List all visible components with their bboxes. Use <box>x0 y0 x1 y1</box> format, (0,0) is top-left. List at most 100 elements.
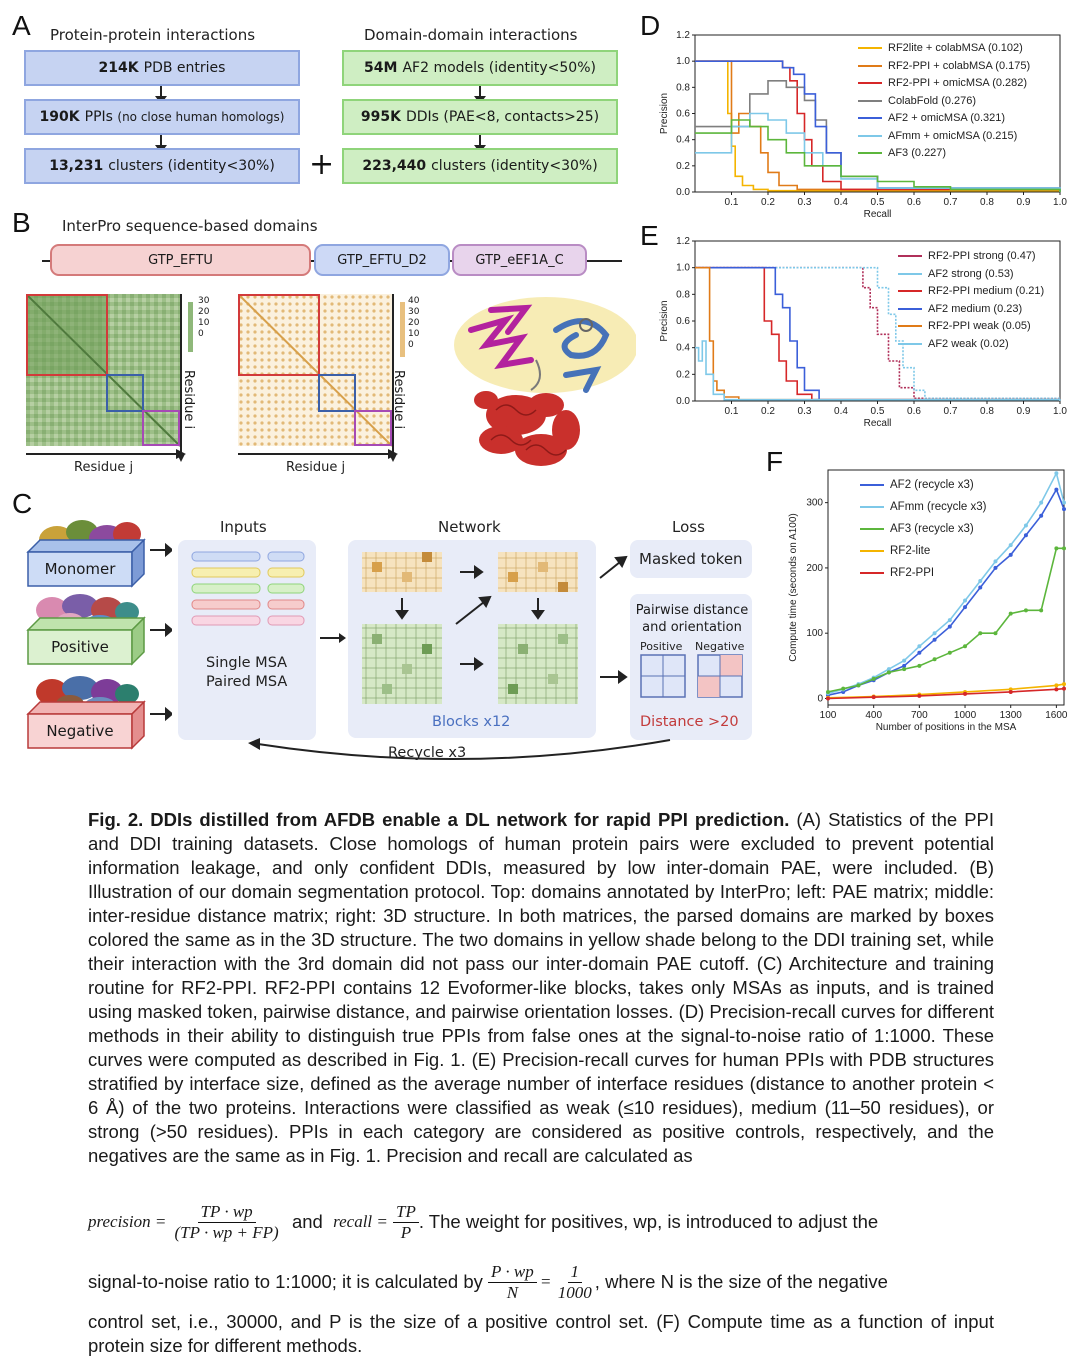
plot-frame <box>827 469 1065 706</box>
protein-sets-illustration <box>26 520 172 750</box>
legend-e: RF2-PPI strong (0.47) AF2 strong (0.53) … <box>898 248 1044 353</box>
x-tick-label: 400 <box>865 710 882 721</box>
domain-gtp-eef1a-c: GTP_eEF1A_C <box>452 244 587 276</box>
series-line <box>695 266 1061 401</box>
data-point <box>1008 552 1013 557</box>
x-tick-label: 0.1 <box>725 197 739 208</box>
x-tick-label: 0.7 <box>944 197 958 208</box>
pae-scale: 30 20 10 0 <box>198 296 210 339</box>
x-tick-label: 100 <box>820 710 837 721</box>
panel-a-letter: A <box>12 10 31 41</box>
data-point <box>917 693 922 698</box>
x-tick-label: 1.0 <box>1053 406 1067 417</box>
data-point <box>917 650 922 655</box>
arrow-a2 <box>155 135 167 153</box>
data-point <box>993 559 998 564</box>
y-tick-label: 1.0 <box>676 56 690 67</box>
data-point <box>1054 471 1059 476</box>
data-point <box>1062 682 1066 687</box>
data-point <box>917 663 922 668</box>
caption-p5: control set, i.e., 30000, and P is the s… <box>88 1311 994 1356</box>
pae-ylabel: Residue i <box>181 370 196 430</box>
y-tick-label: 1.2 <box>676 30 690 41</box>
data-point <box>1054 546 1059 551</box>
data-point <box>1008 543 1013 548</box>
ppi-box-1: 214K PDB entries <box>24 50 300 86</box>
x-tick-label: 0.4 <box>834 406 848 417</box>
msa-stripes <box>191 551 305 626</box>
x-tick-label: 0.9 <box>1017 197 1031 208</box>
ppi-box-2: 190K PPIs (no close human homologs) <box>24 99 300 135</box>
y-tick-label: 0.4 <box>676 343 690 354</box>
interpro-header: InterPro sequence-based domains <box>62 217 318 235</box>
x-tick-label: 0.5 <box>871 406 885 417</box>
data-point <box>1023 608 1028 613</box>
data-point <box>1023 533 1028 538</box>
data-point <box>1054 687 1059 692</box>
caption-p1: (A) Statistics of the PPI and DDI traini… <box>88 809 995 1166</box>
panel-d-letter: D <box>640 10 661 41</box>
data-point <box>932 631 937 636</box>
protein-structure-3d <box>454 297 636 466</box>
x-tick-label: 0.6 <box>907 197 921 208</box>
caption-p2: . The weight for positives, wp, is intro… <box>418 1211 879 1232</box>
y-tick-label: 0.2 <box>676 369 690 380</box>
domain-gtp-eftu: GTP_EFTU <box>50 244 311 276</box>
data-point <box>978 631 983 636</box>
x-tick-label: 0.1 <box>725 406 739 417</box>
y-tick-label: 0.2 <box>676 161 690 172</box>
caption-p3: signal-to-noise ratio to 1:1000; it is c… <box>88 1271 483 1292</box>
eq-recall-lhs: recall = <box>333 1212 388 1231</box>
x-axis-label: Recall <box>864 209 892 220</box>
eq-wp-frac: P · wp N <box>488 1262 537 1303</box>
data-point <box>1039 500 1044 505</box>
panel-f-letter: F <box>766 446 784 477</box>
data-point <box>963 691 968 696</box>
recycle-label: Recycle x3 <box>388 745 467 761</box>
y-tick-label: 0.0 <box>676 187 690 198</box>
data-point <box>947 618 952 623</box>
ddi-header: Domain-domain interactions <box>364 26 578 44</box>
x-tick-label: 1300 <box>1000 710 1023 721</box>
eq-precision-lhs: precision = <box>88 1212 167 1231</box>
data-point <box>947 624 952 629</box>
set-negative: Negative <box>46 722 114 740</box>
caption-title: Fig. 2. DDIs distilled from AFDB enable … <box>88 809 790 830</box>
data-point <box>826 696 830 701</box>
caption-p4: , where N is the size of the negative <box>594 1271 888 1292</box>
chart-f: 100 400 700 1000 1300 1600 0 100 200 300 Number of… <box>788 469 1068 733</box>
data-point <box>1008 611 1013 616</box>
x-tick-label: 1600 <box>1045 710 1068 721</box>
masked-token-box <box>630 540 752 578</box>
ddi-box-2: 995K DDIs (PAE<8, contacts>25) <box>342 99 618 135</box>
data-point <box>932 637 937 642</box>
data-point <box>1023 523 1028 528</box>
data-point <box>1039 513 1044 518</box>
set-monomer: Monomer <box>44 560 116 578</box>
x-tick-label: 0.4 <box>834 197 848 208</box>
y-tick-label: 300 <box>806 498 823 509</box>
data-point <box>917 644 922 649</box>
arrow-a3 <box>474 86 486 104</box>
x-tick-label: 0.2 <box>761 406 775 417</box>
set-positive: Positive <box>51 638 109 656</box>
x-tick-label: 1000 <box>954 710 977 721</box>
y-axis-label: Compute time (seconds on A100) <box>788 513 799 661</box>
inputs-title: Inputs <box>220 518 267 536</box>
figure-caption: Fig. 2. DDIs distilled from AFDB enable … <box>88 808 994 1168</box>
y-tick-label: 100 <box>806 628 823 639</box>
data-point <box>993 631 998 636</box>
y-tick-label: 0.8 <box>676 82 690 93</box>
eq-and: and <box>291 1211 323 1232</box>
data-point <box>1062 546 1066 551</box>
x-tick-label: 700 <box>911 710 928 721</box>
pae-matrix <box>26 294 193 462</box>
data-point <box>1062 686 1066 691</box>
series-line <box>695 60 1061 192</box>
data-point <box>1062 500 1066 505</box>
chart-d: 0.1 0.2 0.3 0.4 0.5 0.6 0.7 0.8 0.9 1.0 0.0 0.2 0.4 0… <box>659 30 1067 220</box>
distance-label: Distance >20 <box>640 714 739 730</box>
recycle-arrow <box>248 738 671 761</box>
positive-label: Positive <box>640 640 683 653</box>
x-tick-label: 0.7 <box>944 406 958 417</box>
